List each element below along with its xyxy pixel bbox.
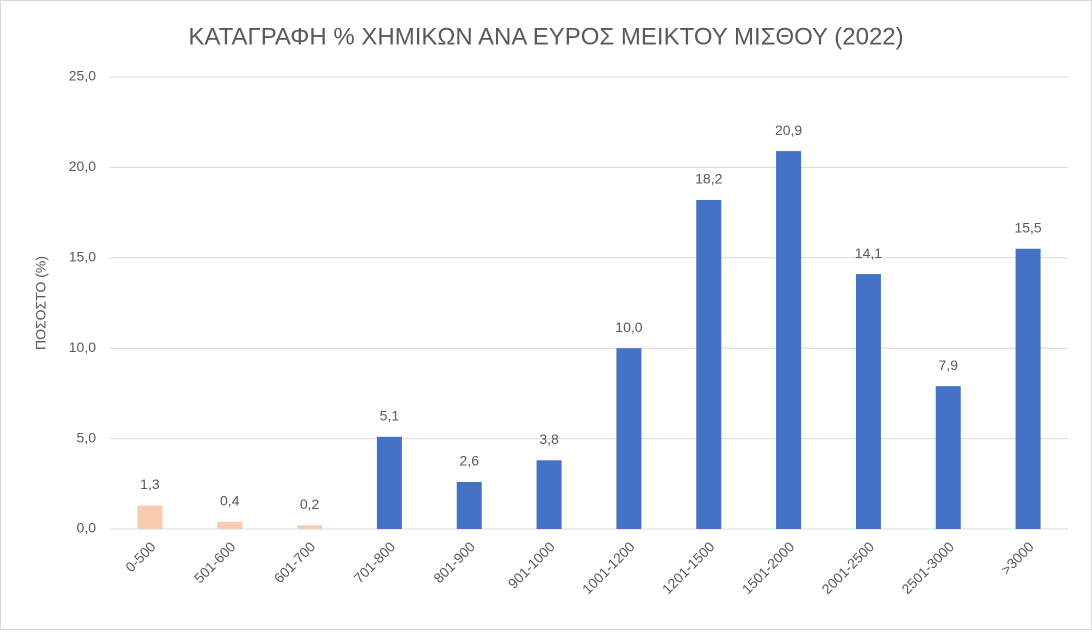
value-label: 18,2 <box>695 171 722 187</box>
y-axis-title: ΠΟΣΟΣΤΟ (%) <box>33 256 49 350</box>
value-label: 14,1 <box>855 245 882 261</box>
bar <box>776 151 802 530</box>
bar <box>616 348 642 529</box>
y-tick-label: 25,0 <box>69 68 96 84</box>
value-label: 1,3 <box>140 476 160 492</box>
value-label: 2,6 <box>460 453 480 469</box>
bar <box>1015 248 1041 529</box>
value-label: 10,0 <box>615 319 642 335</box>
bar <box>855 274 881 529</box>
value-label: 5,1 <box>380 407 400 423</box>
y-tick-label: 10,0 <box>69 339 96 355</box>
bar <box>137 505 163 529</box>
bar <box>456 481 482 529</box>
bar <box>376 436 402 529</box>
bar <box>297 525 323 529</box>
value-label: 0,4 <box>220 492 240 508</box>
value-label: 20,9 <box>775 122 802 138</box>
value-label: 7,9 <box>939 357 959 373</box>
y-tick-label: 15,0 <box>69 249 96 265</box>
y-tick-label: 20,0 <box>69 158 96 174</box>
bar <box>696 199 722 529</box>
y-tick-label: 0,0 <box>77 520 97 536</box>
value-label: 0,2 <box>300 496 320 512</box>
chart-title: ΚΑΤΑΓΡΑΦΗ % ΧΗΜΙΚΩΝ ΑΝΑ ΕΥΡΟΣ ΜΕΙΚΤΟΥ ΜΙ… <box>188 23 903 50</box>
bar <box>935 386 961 529</box>
y-tick-label: 5,0 <box>77 429 97 445</box>
bar <box>217 521 243 529</box>
value-label: 3,8 <box>539 431 559 447</box>
bar <box>536 460 562 529</box>
value-label: 15,5 <box>1014 219 1041 235</box>
